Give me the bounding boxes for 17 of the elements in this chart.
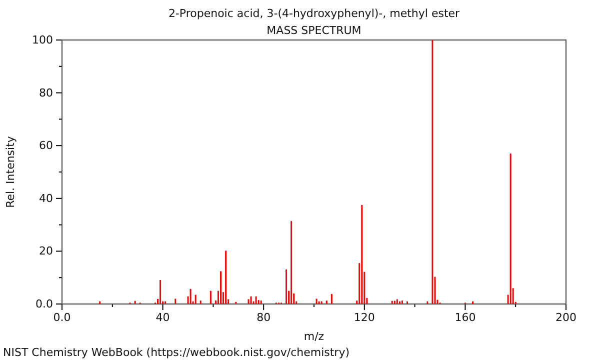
x-tick-label: 200 (556, 310, 576, 324)
x-tick-label: 80 (256, 310, 271, 324)
x-tick-label: 120 (354, 310, 375, 324)
x-tick-label: 160 (454, 310, 476, 324)
y-tick-label: 0.0 (36, 298, 53, 311)
y-axis-title: Rel. Intensity (4, 136, 17, 208)
y-tick-label: 60 (39, 139, 53, 152)
x-tick-label: 40 (156, 310, 170, 324)
x-tick-label: 0.0 (53, 310, 71, 324)
text: NIST Chemistry WebBook (https://webbook.nist.gov/chemistry) (3, 346, 350, 359)
x-axis-title: m/z (304, 330, 324, 343)
y-tick-label: 100 (32, 34, 53, 47)
y-tick-label: 20 (39, 244, 53, 258)
chart-title: 2-Propenoic acid, 3-(4-hydroxyphenyl)-, methyl ester (168, 7, 460, 20)
y-tick-label: 80 (39, 86, 53, 100)
chart-subtitle: MASS SPECTRUM (266, 24, 362, 37)
y-tick-label: 40 (39, 192, 53, 205)
